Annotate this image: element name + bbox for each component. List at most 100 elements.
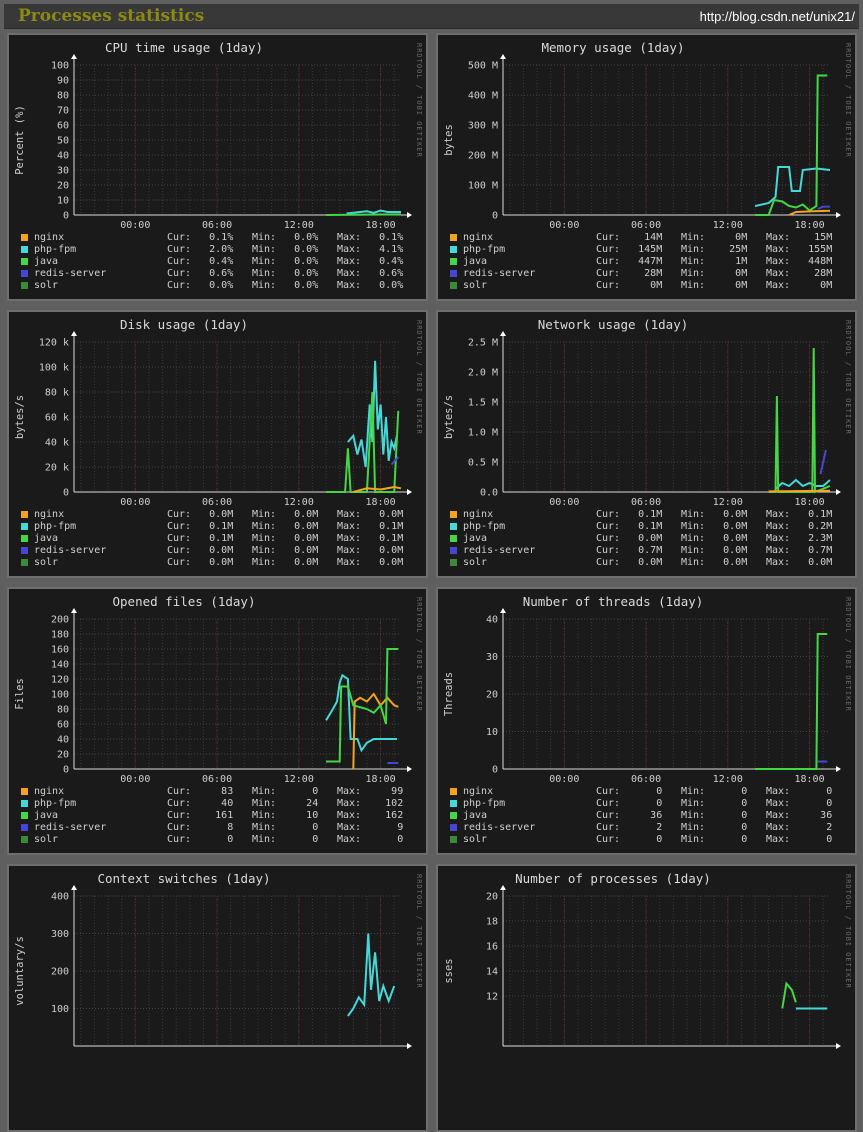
x-tick-label: 18:00 [795, 220, 825, 231]
legend-row: redis-server Cur: 2 Min: 0 Max: 2 [448, 822, 848, 834]
legend-name: java [34, 810, 59, 821]
legend-swatch [450, 246, 457, 253]
y-tick-label: 50 [57, 136, 69, 147]
legend-min: Min: 0.0M [681, 533, 748, 544]
chart-svg: Number of threads (1day) Threads RRDTOOL /… [443, 594, 852, 785]
chart-svg: Network usage (1day) bytes/s RRDTOOL / TOB… [443, 317, 852, 508]
legend-max: Max: 0.0M [337, 557, 404, 568]
y-tick-label: 20 [486, 892, 498, 903]
legend-cur: Cur: 0.0% [167, 280, 234, 291]
legend-cur: Cur: 28M [596, 268, 663, 279]
legend-max: Max: 0.0M [337, 545, 404, 556]
legend-max: Max: 0.1M [337, 533, 404, 544]
x-axis-arrow [836, 489, 841, 495]
legend-row: java Cur: 447M Min: 1M Max: 448M [448, 256, 848, 268]
legend-cur: Cur: 0.0M [596, 557, 663, 568]
legend-cur: Cur: 40 [167, 798, 234, 809]
chart-title: Number of processes (1day) [515, 871, 711, 886]
chart-svg: Opened files (1day) Files RRDTOOL / TOBI O… [14, 594, 423, 785]
chart-panel-7: Context switches (1day) voluntary/s RRDTOO… [7, 864, 428, 1132]
legend-name: nginx [34, 786, 65, 797]
legend-row: php-fpm Cur: 2.0% Min: 0.0% Max: 4.1% [19, 244, 419, 256]
legend-max: Max: 0 [766, 834, 833, 845]
y-tick-label: 0 [492, 765, 498, 776]
chart-legend: nginx Cur: 0.1% Min: 0.0% Max: 0.1% php-fpm C… [19, 232, 419, 292]
series-line-java [326, 648, 399, 763]
x-tick-label: 12:00 [284, 774, 314, 785]
y-tick-label: 16 [486, 942, 498, 953]
x-axis-arrow [836, 766, 841, 772]
legend-name: nginx [463, 786, 494, 797]
y-tick-label: 10 [486, 727, 498, 738]
y-axis-label: bytes/s [14, 395, 26, 439]
legend-row: nginx Cur: 14M Min: 0M Max: 15M [448, 232, 848, 244]
legend-max: Max: 99 [337, 786, 404, 797]
legend-min: Min: 0.0M [252, 509, 319, 520]
y-axis-arrow [500, 608, 506, 613]
legend-row: php-fpm Cur: 0.1M Min: 0.0M Max: 0.2M [448, 521, 848, 533]
x-axis-arrow [407, 212, 412, 218]
x-tick-label: 18:00 [366, 497, 396, 508]
legend-name: nginx [463, 509, 494, 520]
y-tick-label: 100 k [39, 363, 69, 374]
legend-max: Max: 155M [766, 244, 833, 255]
legend-swatch [450, 788, 457, 795]
legend-row: nginx Cur: 0 Min: 0 Max: 0 [448, 786, 848, 798]
y-tick-label: 160 [51, 645, 69, 656]
legend-name: php-fpm [463, 521, 506, 532]
y-axis-arrow [71, 608, 77, 613]
y-axis-arrow [71, 331, 77, 336]
y-tick-label: 0 [63, 211, 69, 222]
legend-name: nginx [34, 232, 65, 243]
y-tick-label: 400 M [468, 91, 498, 102]
legend-max: Max: 0.7M [766, 545, 833, 556]
legend-swatch [21, 511, 28, 518]
x-tick-label: 12:00 [284, 220, 314, 231]
legend-cur: Cur: 0.0M [167, 509, 234, 520]
legend-min: Min: 0.0M [252, 557, 319, 568]
x-tick-label: 00:00 [549, 220, 579, 231]
y-tick-label: 70 [57, 106, 69, 117]
legend-min: Min: 0.0M [252, 545, 319, 556]
legend-swatch [21, 836, 28, 843]
x-axis-arrow [407, 1043, 412, 1049]
y-axis-label: Percent (%) [14, 105, 26, 175]
legend-min: Min: 0 [252, 834, 319, 845]
y-tick-label: 12 [486, 992, 498, 1003]
y-tick-label: 60 [57, 121, 69, 132]
legend-row: solr Cur: 0M Min: 0M Max: 0M [448, 280, 848, 292]
y-axis-label: sses [443, 958, 455, 983]
legend-name: java [34, 533, 59, 544]
y-tick-label: 20 k [45, 463, 69, 474]
rrdtool-credit: RRDTOOL / TOBI OETIKER [844, 43, 852, 158]
series-line-redis-server [817, 205, 830, 210]
legend-row: solr Cur: 0 Min: 0 Max: 0 [19, 834, 419, 846]
chart-panel-8: Number of processes (1day) sses RRDTOOL / … [436, 864, 857, 1132]
legend-name: redis-server [34, 545, 107, 556]
x-tick-label: 18:00 [366, 220, 396, 231]
legend-max: Max: 0.1% [337, 232, 404, 243]
legend-swatch [21, 535, 28, 542]
legend-cur: Cur: 447M [596, 256, 663, 267]
x-tick-label: 18:00 [795, 497, 825, 508]
y-tick-label: 0.0 [480, 488, 498, 499]
legend-row: redis-server Cur: 8 Min: 0 Max: 9 [19, 822, 419, 834]
legend-row: redis-server Cur: 0.0M Min: 0.0M Max: 0.0M [19, 545, 419, 557]
x-tick-label: 12:00 [713, 497, 743, 508]
rrdtool-credit: RRDTOOL / TOBI OETIKER [415, 874, 423, 989]
y-tick-label: 0 [63, 488, 69, 499]
legend-max: Max: 15M [766, 232, 833, 243]
y-tick-label: 80 k [45, 388, 69, 399]
legend-name: solr [34, 557, 59, 568]
legend-cur: Cur: 0.0M [596, 533, 663, 544]
legend-row: solr Cur: 0.0M Min: 0.0M Max: 0.0M [448, 557, 848, 569]
legend-row: java Cur: 0.0M Min: 0.0M Max: 2.3M [448, 533, 848, 545]
legend-min: Min: 0 [681, 810, 748, 821]
legend-swatch [21, 547, 28, 554]
chart-panel-2: Memory usage (1day) bytes RRDTOOL / TOBI O… [436, 33, 857, 301]
legend-row: nginx Cur: 83 Min: 0 Max: 99 [19, 786, 419, 798]
series-line-nginx [352, 692, 399, 770]
chart-legend: nginx Cur: 0 Min: 0 Max: 0 php-fpm Cur: 0 Min:… [448, 786, 848, 846]
y-tick-label: 100 [51, 690, 69, 701]
x-tick-label: 00:00 [120, 774, 150, 785]
